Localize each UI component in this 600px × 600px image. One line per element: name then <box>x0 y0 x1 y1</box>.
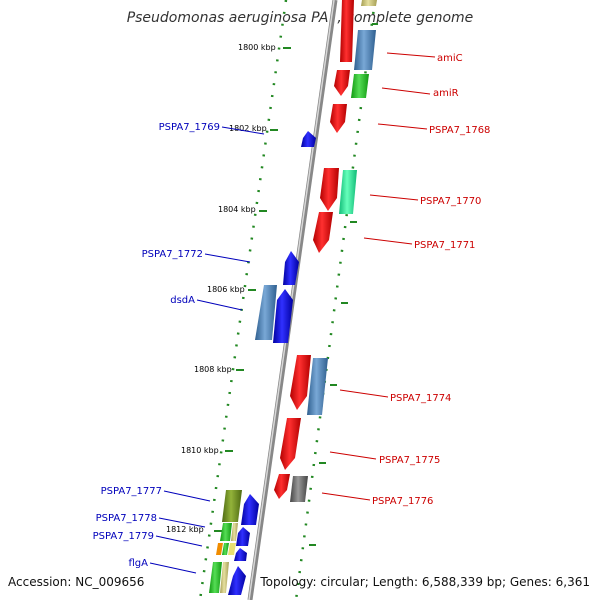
leader-line <box>204 253 251 263</box>
gene-arrow[interactable] <box>274 474 290 499</box>
gene-arrow[interactable] <box>320 168 339 211</box>
gene-label-PSPA7_1769[interactable]: PSPA7_1769 <box>159 122 220 133</box>
leader-line <box>377 123 428 130</box>
tick-label: 1806 kbp <box>207 285 245 294</box>
gene-arrow[interactable] <box>236 527 250 546</box>
PSPA7_1778-gene[interactable] <box>220 523 232 541</box>
inner-ticks-track <box>198 0 288 600</box>
leader-line <box>369 194 419 201</box>
tick-label: 1804 kbp <box>218 205 256 214</box>
tick-label: 1810 kbp <box>181 446 219 455</box>
leader-line <box>158 517 206 528</box>
kbp-ticks <box>214 23 378 546</box>
PSPA7_1779-gene[interactable] <box>216 543 223 555</box>
gene-label-PSPA7_1775[interactable]: PSPA7_1775 <box>379 455 440 466</box>
leader-line <box>321 492 371 501</box>
gene-arrow[interactable] <box>334 70 350 96</box>
forward-strand-genes <box>274 0 377 502</box>
leader-line <box>163 490 211 502</box>
gene-label-PSPA7_1777[interactable]: PSPA7_1777 <box>101 486 162 497</box>
reverse-labels: PSPA7_1769 PSPA7_1772 dsdA PSPA7_1777 PS… <box>93 122 265 574</box>
gene-arrow[interactable] <box>231 523 238 541</box>
gene-arrow[interactable] <box>234 548 247 561</box>
tick-label: 1812 kbp <box>166 525 204 534</box>
gene-label-PSPA7_1771[interactable]: PSPA7_1771 <box>414 240 475 251</box>
flgA-gene[interactable] <box>209 562 222 593</box>
amiR-gene[interactable] <box>351 74 369 98</box>
reverse-strand-genes <box>209 131 316 595</box>
PSPA7_1777-gene[interactable] <box>222 490 242 522</box>
topology-text: Topology: circular; Length: 6,588,339 bp… <box>260 575 590 589</box>
gene-label-PSPA7_1768[interactable]: PSPA7_1768 <box>429 125 490 136</box>
leader-line <box>386 52 436 58</box>
PSPA7_1772-gene[interactable] <box>283 251 299 285</box>
leader-line <box>339 389 389 398</box>
tick-label: 1800 kbp <box>238 43 276 52</box>
leader-line <box>221 126 265 135</box>
gene-label-amiC[interactable]: amiC <box>437 53 463 64</box>
gene-arrow[interactable] <box>361 0 377 6</box>
outer-ticks-track <box>294 0 377 600</box>
gene-arrow[interactable] <box>220 562 229 593</box>
PSPA7_1770-gene[interactable] <box>339 170 357 214</box>
PSPA7_1768-gene[interactable] <box>330 104 347 133</box>
gene-arrow[interactable] <box>222 543 229 555</box>
leader-line <box>155 535 203 547</box>
gene-arrow[interactable] <box>241 494 259 525</box>
gene-label-PSPA7_1776[interactable]: PSPA7_1776 <box>372 496 433 507</box>
accession-text: Accession: NC_009656 <box>8 575 145 589</box>
gene-label-PSPA7_1774[interactable]: PSPA7_1774 <box>390 393 451 404</box>
dsdA-gene[interactable] <box>255 285 277 340</box>
leader-line <box>381 87 431 95</box>
gene-label-PSPA7_1770[interactable]: PSPA7_1770 <box>420 196 481 207</box>
gene-label-PSPA7_1778[interactable]: PSPA7_1778 <box>96 513 157 524</box>
gene-label-PSPA7_1772[interactable]: PSPA7_1772 <box>142 249 203 260</box>
PSPA7_1776-gene[interactable] <box>290 476 308 502</box>
gene-label-amiR[interactable]: amiR <box>433 88 459 99</box>
gene-arrow[interactable] <box>290 355 311 410</box>
PSPA7_1775-gene[interactable] <box>280 418 301 470</box>
gene-label-dsdA[interactable]: dsdA <box>170 295 195 306</box>
gene-label-PSPA7_1779[interactable]: PSPA7_1779 <box>93 531 154 542</box>
PSPA7_1769-gene[interactable] <box>301 131 316 147</box>
gene-label-flgA[interactable]: flgA <box>129 558 149 569</box>
tick-label: 1808 kbp <box>194 365 232 374</box>
leader-line <box>149 562 197 574</box>
leader-line <box>196 299 243 311</box>
leader-line <box>363 237 413 245</box>
gene-arrow[interactable] <box>228 566 246 595</box>
gene-arrow[interactable] <box>273 289 293 343</box>
PSPA7_1771-gene[interactable] <box>313 212 333 253</box>
tick-label: 1802 kbp <box>229 124 267 133</box>
gene-arrow[interactable] <box>228 543 236 555</box>
leader-line <box>329 451 377 460</box>
genome-title: Pseudomonas aeruginosa PA7, complete gen… <box>126 10 474 26</box>
forward-labels: amiC amiR PSPA7_1768 PSPA7_1770 PSPA7_17… <box>321 52 490 507</box>
gene-arrow[interactable] <box>340 0 354 62</box>
amiC-gene[interactable] <box>354 30 376 70</box>
PSPA7_1774-gene[interactable] <box>307 358 328 415</box>
